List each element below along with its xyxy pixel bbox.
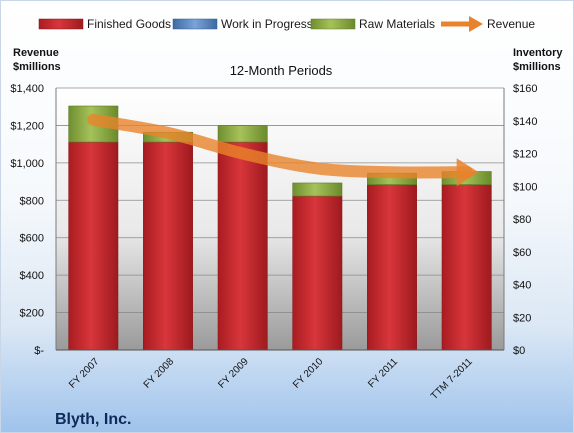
left-tick-label: $400 xyxy=(20,270,44,282)
bar-finished-goods xyxy=(292,195,343,351)
legend: Finished Goods Work in Progress Raw Mate… xyxy=(38,16,535,32)
right-tick-label: $120 xyxy=(513,149,537,161)
legend-label-work-in-progress: Work in Progress xyxy=(221,17,313,31)
right-axis-title-line2: $millions xyxy=(513,61,561,73)
right-axis-title-line1: Inventory xyxy=(513,47,563,59)
revenue-point xyxy=(241,152,244,155)
left-tick-label: $800 xyxy=(20,195,44,207)
chart-subtitle: 12-Month Periods xyxy=(230,63,333,78)
revenue-line-path xyxy=(87,113,473,179)
legend-swatch-work-in-progress xyxy=(172,18,218,30)
company-name: Blyth, Inc. xyxy=(55,411,131,428)
left-tick-label: $1,200 xyxy=(10,120,44,132)
left-tick-label: $200 xyxy=(20,308,44,320)
legend-swatch-finished-goods xyxy=(38,18,84,30)
right-tick-label: $0 xyxy=(513,345,525,357)
bar-finished-goods xyxy=(217,141,268,351)
left-tick-label: $1,400 xyxy=(10,83,44,95)
right-tick-label: $20 xyxy=(513,312,531,324)
right-tick-label: $40 xyxy=(513,280,531,292)
legend-swatch-revenue xyxy=(441,16,483,32)
bar-finished-goods xyxy=(367,184,417,351)
revenue-line xyxy=(87,113,479,187)
category-label: FY 2008 xyxy=(142,356,177,391)
legend-label-finished-goods: Finished Goods xyxy=(87,17,171,31)
legend-label-revenue: Revenue xyxy=(487,17,535,31)
right-tick-label: $60 xyxy=(513,247,531,259)
revenue-point xyxy=(316,167,319,170)
bar-finished-goods xyxy=(68,141,119,351)
left-axis-title-line1: Revenue xyxy=(13,47,59,59)
legend-label-raw-materials: Raw Materials xyxy=(359,17,435,31)
bar-finished-goods xyxy=(143,141,193,351)
bar-finished-goods xyxy=(441,184,492,351)
revenue-arrowhead xyxy=(456,158,479,187)
legend-swatch-raw-materials xyxy=(310,18,356,30)
category-label: FY 2007 xyxy=(67,356,102,391)
bar-raw-materials xyxy=(217,125,268,143)
bars xyxy=(68,105,492,351)
left-axis-title-line2: $millions xyxy=(13,61,61,73)
bar-raw-materials xyxy=(292,182,343,197)
revenue-point xyxy=(167,131,170,134)
category-label: FY 2011 xyxy=(366,356,400,390)
left-tick-label: $600 xyxy=(20,233,44,245)
left-tick-label: $- xyxy=(34,345,44,357)
right-tick-label: $100 xyxy=(513,181,537,193)
left-tick-label: $1,000 xyxy=(10,158,44,170)
revenue-point xyxy=(391,171,394,174)
category-label: TTM 7-2011 xyxy=(429,356,475,402)
revenue-point xyxy=(465,171,468,174)
right-tick-label: $80 xyxy=(513,214,531,226)
right-tick-label: $160 xyxy=(513,83,537,95)
revenue-point xyxy=(92,118,95,121)
right-tick-label: $140 xyxy=(513,116,537,128)
category-label: FY 2009 xyxy=(216,356,251,391)
category-label: FY 2010 xyxy=(291,356,326,391)
